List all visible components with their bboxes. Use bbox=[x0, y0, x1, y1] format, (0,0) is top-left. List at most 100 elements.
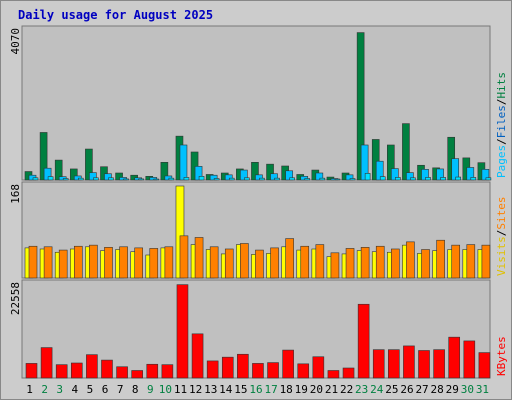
bar-files-day-5 bbox=[89, 172, 97, 181]
x-tick-label-day-13: 13 bbox=[204, 383, 217, 396]
x-tick-label-day-29: 29 bbox=[446, 383, 459, 396]
bar-sites-day-30 bbox=[466, 244, 476, 279]
bar-files-day-15 bbox=[240, 169, 248, 181]
bar-pages-day-22 bbox=[349, 178, 356, 181]
bar-pages-day-24 bbox=[379, 176, 386, 181]
bar-hits-day-12 bbox=[190, 151, 199, 181]
bar-hits-day-4 bbox=[69, 168, 78, 181]
chart-title: Daily usage for August 2025 bbox=[18, 8, 214, 22]
bar-hits-day-2 bbox=[39, 132, 48, 181]
x-tick-label-day-30: 30 bbox=[461, 383, 474, 396]
bar-files-day-17 bbox=[270, 173, 278, 181]
x-tick-label-day-1: 1 bbox=[26, 383, 33, 396]
bar-sites-day-20 bbox=[315, 244, 325, 279]
bar-kbytes-day-12 bbox=[191, 333, 204, 379]
bar-kbytes-day-7 bbox=[116, 366, 128, 379]
bar-hits-day-5 bbox=[85, 148, 93, 181]
series-legend: KBytes bbox=[495, 336, 508, 376]
bar-kbytes-day-5 bbox=[86, 354, 98, 379]
bar-hits-day-24 bbox=[371, 139, 380, 181]
bar-files-day-28 bbox=[436, 168, 444, 181]
x-tick-label-day-2: 2 bbox=[41, 383, 48, 396]
bar-pages-day-30 bbox=[470, 177, 477, 181]
bar-sites-day-2 bbox=[43, 246, 53, 279]
bar-kbytes-day-19 bbox=[297, 363, 310, 379]
bar-files-day-18 bbox=[285, 170, 293, 181]
bar-sites-day-19 bbox=[300, 245, 310, 279]
bar-sites-day-31 bbox=[481, 244, 491, 279]
bar-hits-day-23 bbox=[356, 32, 365, 181]
bar-sites-day-25 bbox=[391, 248, 400, 279]
bar-pages-day-1 bbox=[32, 177, 39, 181]
bar-hits-day-7 bbox=[115, 172, 123, 181]
bar-pages-day-23 bbox=[364, 173, 371, 181]
bar-kbytes-day-28 bbox=[433, 349, 445, 379]
x-tick-label-day-15: 15 bbox=[234, 383, 247, 396]
bar-hits-day-6 bbox=[100, 166, 108, 181]
bar-pages-day-28 bbox=[440, 177, 446, 181]
bar-sites-day-27 bbox=[421, 249, 430, 279]
bar-sites-day-15 bbox=[240, 243, 249, 279]
legend-separator: / bbox=[495, 230, 508, 237]
y-max-label: 22558 bbox=[9, 282, 22, 315]
x-tick-label-day-27: 27 bbox=[415, 383, 428, 396]
bar-pages-day-17 bbox=[274, 177, 280, 181]
bar-kbytes-day-23 bbox=[357, 303, 370, 379]
bar-pages-day-19 bbox=[304, 178, 311, 181]
legend-separator: / bbox=[495, 138, 508, 145]
bar-files-day-26 bbox=[406, 172, 414, 181]
bar-pages-day-21 bbox=[334, 178, 341, 181]
x-tick-label-day-22: 22 bbox=[340, 383, 353, 396]
bar-pages-day-26 bbox=[410, 177, 416, 181]
x-tick-label-day-5: 5 bbox=[87, 383, 94, 396]
bar-kbytes-day-31 bbox=[478, 352, 491, 379]
x-tick-label-day-7: 7 bbox=[117, 383, 124, 396]
bar-hits-day-17 bbox=[266, 163, 274, 181]
bar-kbytes-day-26 bbox=[403, 345, 415, 379]
bar-sites-day-16 bbox=[255, 249, 264, 279]
bar-sites-day-21 bbox=[330, 252, 340, 279]
bar-hits-day-26 bbox=[402, 123, 410, 181]
bar-pages-day-12 bbox=[198, 176, 205, 181]
legend-label-pages: Pages bbox=[495, 145, 508, 178]
bar-kbytes-day-21 bbox=[327, 370, 340, 379]
x-tick-label-day-21: 21 bbox=[325, 383, 338, 396]
bar-pages-day-27 bbox=[425, 177, 431, 181]
bar-sites-day-26 bbox=[406, 241, 415, 279]
bar-sites-day-4 bbox=[73, 245, 83, 279]
bar-files-day-6 bbox=[104, 173, 112, 181]
bar-files-day-2 bbox=[43, 167, 52, 181]
bar-pages-day-11 bbox=[183, 177, 190, 181]
legend-label-visits: Visits bbox=[495, 236, 508, 276]
bar-sites-day-9 bbox=[149, 248, 159, 279]
bar-sites-day-23 bbox=[360, 247, 370, 279]
bar-pages-day-4 bbox=[77, 177, 84, 181]
bar-kbytes-day-20 bbox=[312, 356, 325, 379]
bar-kbytes-day-4 bbox=[70, 362, 83, 379]
y-max-label: 168 bbox=[9, 184, 22, 204]
x-tick-label-day-28: 28 bbox=[431, 383, 444, 396]
bar-files-day-29 bbox=[451, 158, 460, 181]
bar-sites-day-13 bbox=[209, 246, 219, 279]
x-tick-label-day-24: 24 bbox=[370, 383, 384, 396]
bar-kbytes-day-22 bbox=[342, 367, 355, 379]
bar-kbytes-day-24 bbox=[372, 349, 385, 379]
bar-pages-day-31 bbox=[485, 177, 492, 181]
bar-files-day-11 bbox=[179, 144, 188, 181]
bar-kbytes-day-11 bbox=[176, 284, 189, 379]
bar-pages-day-25 bbox=[395, 177, 401, 181]
bar-sites-day-12 bbox=[194, 237, 204, 279]
x-tick-label-day-10: 10 bbox=[159, 383, 172, 396]
bar-kbytes-day-25 bbox=[388, 349, 400, 379]
bar-pages-day-29 bbox=[455, 176, 462, 181]
bar-kbytes-day-3 bbox=[55, 364, 68, 379]
x-tick-label-day-6: 6 bbox=[102, 383, 109, 396]
bar-files-day-12 bbox=[194, 166, 203, 181]
bar-kbytes-day-13 bbox=[206, 360, 219, 379]
bar-sites-day-17 bbox=[270, 247, 279, 279]
bar-hits-day-25 bbox=[387, 144, 395, 181]
y-max-label: 4070 bbox=[9, 28, 22, 55]
bar-pages-day-13 bbox=[213, 178, 220, 181]
